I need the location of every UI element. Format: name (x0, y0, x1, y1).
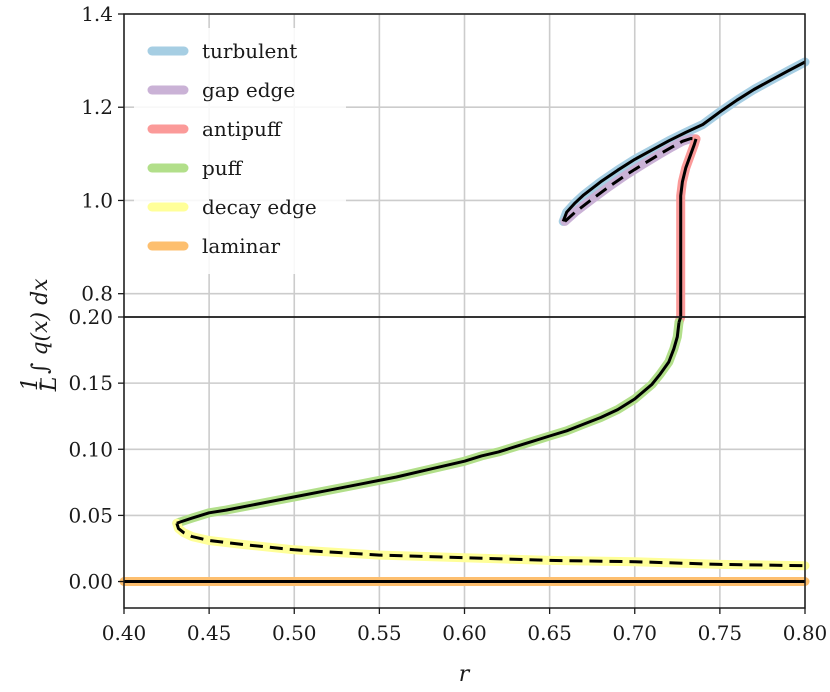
y-tick-label: 1.0 (81, 188, 113, 212)
legend-label-antipuff: antipuff (202, 117, 283, 141)
legend-label-decay-edge: decay edge (202, 195, 317, 219)
legend-label-laminar: laminar (202, 234, 280, 258)
legend-label-turbulent: turbulent (202, 39, 297, 63)
y-tick-label: 0.05 (68, 503, 113, 527)
legend: turbulent gap edge antipuff puff decay e… (134, 28, 346, 274)
y-tick-label: 1.2 (81, 95, 113, 119)
x-tick-label: 0.65 (527, 621, 572, 645)
x-tick-label: 0.45 (187, 621, 232, 645)
legend-label-puff: puff (202, 156, 244, 180)
y-tick-label: 0.20 (68, 305, 113, 329)
series-puff-line (176, 322, 681, 525)
series-decay-edge-line (175, 522, 806, 568)
x-tick-label: 0.55 (357, 621, 402, 645)
series-gap-edge-line (563, 137, 697, 223)
y-axis-title-denominator: L (37, 377, 62, 393)
x-tick-label: 0.50 (272, 621, 317, 645)
x-tick-label: 0.40 (102, 621, 147, 645)
y-axis-title: 1 L ∫ q(x) dx (18, 278, 62, 392)
series-antipuff-band (676, 134, 701, 322)
x-tick-label: 0.75 (698, 621, 743, 645)
series-antipuff-line (679, 138, 698, 317)
series-puff-band (172, 317, 684, 528)
series-layer (119, 57, 810, 586)
ticks: 0.40 0.45 0.50 0.55 0.60 0.65 0.70 0.75 0.80 0.8 1… (68, 2, 827, 645)
x-tick-label: 0.70 (612, 621, 657, 645)
series-turbulent-line (561, 60, 806, 222)
series-antipuff-line (677, 316, 683, 323)
y-axis-title-numerator: 1 (18, 377, 43, 391)
y-tick-label: 0.10 (68, 437, 113, 461)
y-tick-label: 0.8 (81, 282, 113, 306)
x-axis-title: r (459, 662, 471, 687)
y-tick-label: 0.15 (68, 371, 113, 395)
x-tick-label: 0.60 (442, 621, 487, 645)
y-tick-label: 0.00 (68, 570, 113, 594)
x-tick-label: 0.80 (783, 621, 828, 645)
y-axis-title-integrand: ∫ q(x) dx (28, 278, 53, 374)
y-tick-label: 1.4 (81, 2, 113, 26)
legend-label-gap-edge: gap edge (202, 78, 295, 102)
